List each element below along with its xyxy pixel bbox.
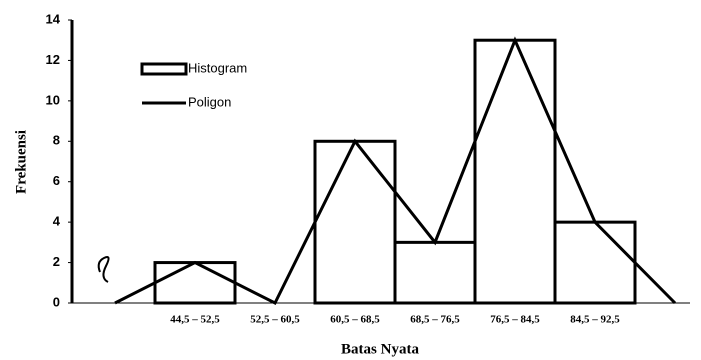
bar bbox=[473, 38, 557, 305]
axis-break bbox=[97, 256, 110, 283]
legend-label: Poligon bbox=[188, 94, 231, 109]
x-tick-label: 76,5 – 84,5 bbox=[490, 314, 540, 326]
x-axis-label: Batas Nyata bbox=[341, 341, 419, 357]
x-tick-label: 84,5 – 92,5 bbox=[570, 314, 620, 326]
bar bbox=[393, 240, 477, 305]
bar bbox=[313, 139, 397, 305]
y-tick-label: 0 bbox=[53, 294, 60, 309]
y-tick-label: 8 bbox=[53, 133, 60, 148]
y-axis-label: Frekuensi bbox=[13, 130, 29, 194]
y-tick-label: 14 bbox=[46, 11, 61, 26]
y-tick-label: 2 bbox=[53, 254, 60, 269]
x-tick-label: 52,5 – 60,5 bbox=[250, 314, 300, 326]
y-tick-label: 12 bbox=[46, 52, 60, 67]
polygon-line bbox=[114, 36, 677, 306]
y-tick-label: 4 bbox=[53, 214, 61, 229]
y-tick-label: 10 bbox=[46, 92, 60, 107]
x-tick-label: 60,5 – 68,5 bbox=[330, 314, 380, 326]
legend-swatch bbox=[140, 62, 188, 76]
bar bbox=[153, 261, 237, 305]
bar bbox=[553, 220, 637, 305]
legend-label: Histogram bbox=[188, 60, 247, 75]
x-tick-label: 68,5 – 76,5 bbox=[410, 314, 460, 326]
y-tick-label: 6 bbox=[53, 173, 60, 188]
x-tick-label: 44,5 – 52,5 bbox=[170, 314, 220, 326]
